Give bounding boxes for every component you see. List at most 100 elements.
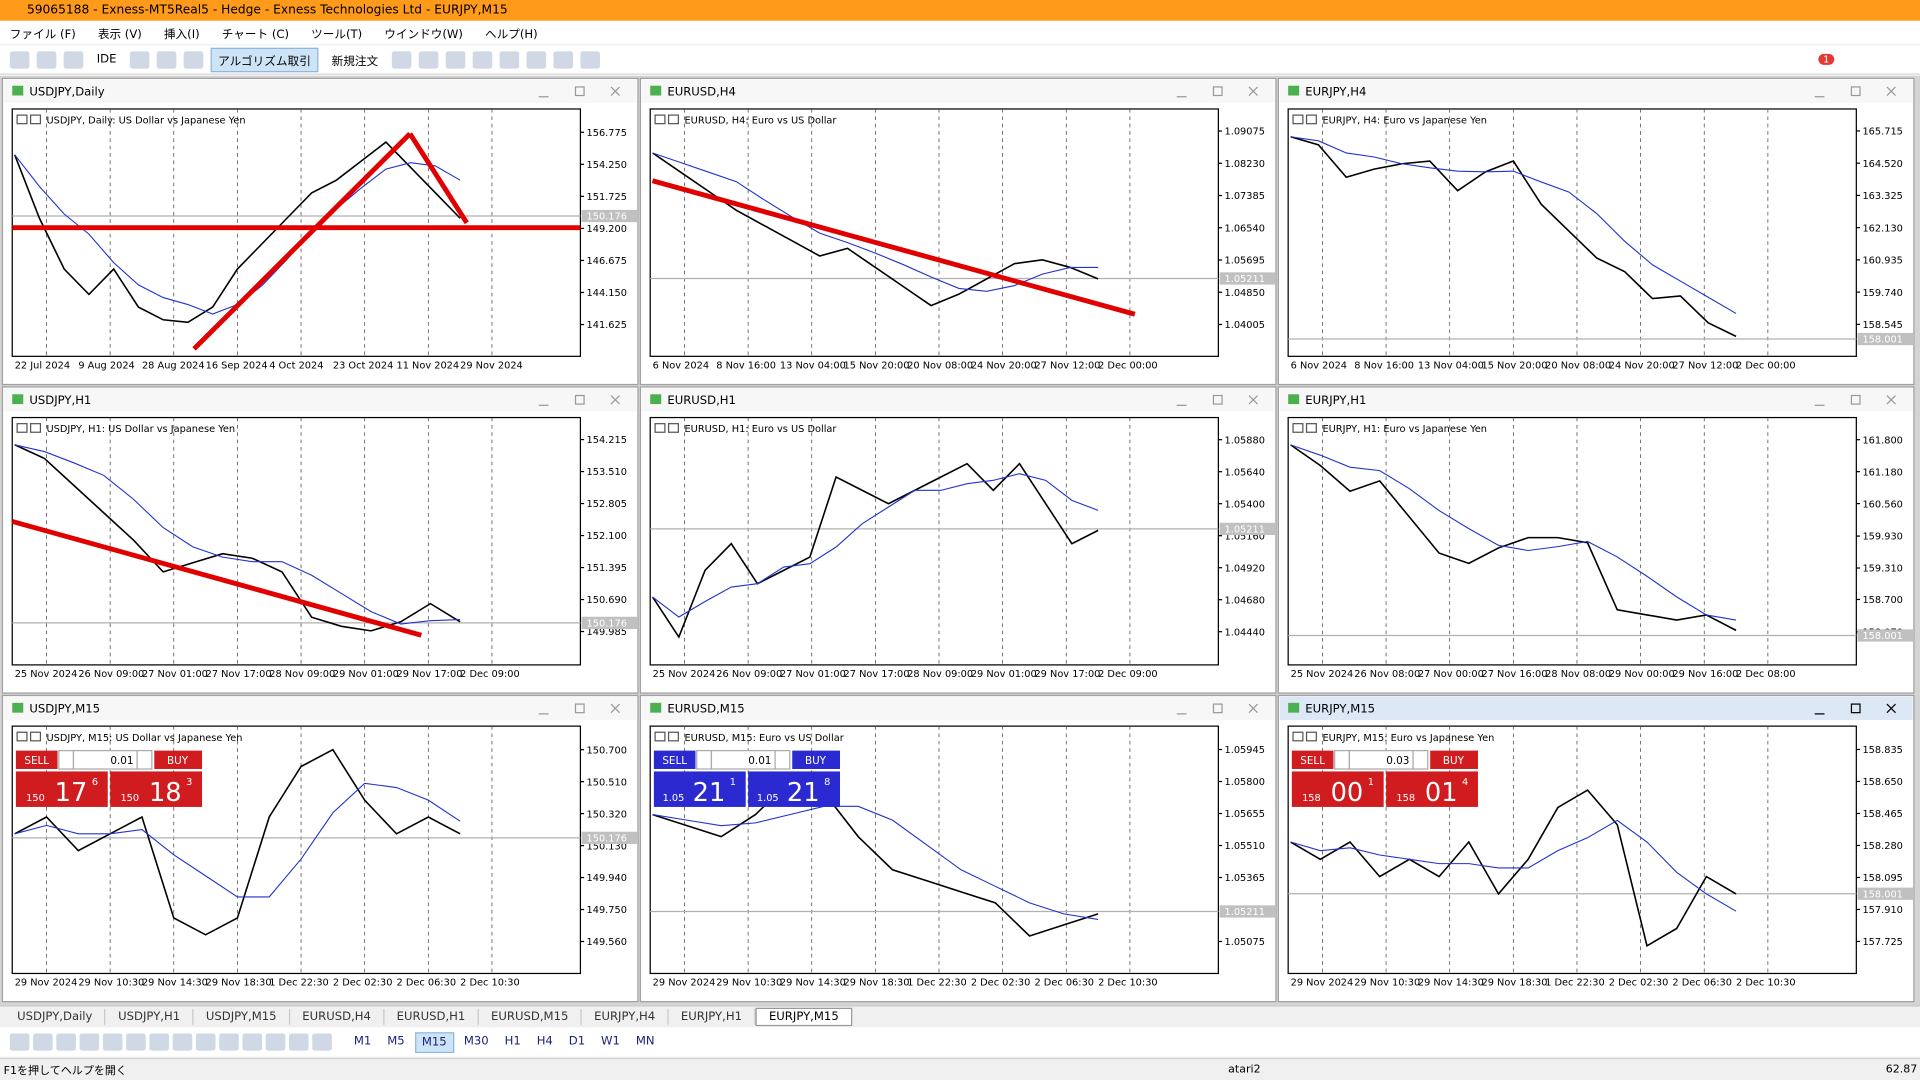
chart-tab[interactable]: USDJPY,H1 bbox=[106, 1008, 194, 1025]
bid-box[interactable] bbox=[653, 771, 746, 807]
new-order-button[interactable]: 新規注文 bbox=[331, 54, 379, 68]
lot-down[interactable] bbox=[696, 750, 713, 770]
buy-button[interactable] bbox=[792, 750, 841, 769]
maximize-button[interactable] bbox=[574, 86, 585, 97]
ask-box[interactable] bbox=[1386, 771, 1478, 807]
timeframe-button[interactable]: W1 bbox=[601, 1034, 620, 1048]
bid-box[interactable] bbox=[1291, 771, 1384, 807]
tool-icon[interactable] bbox=[312, 1033, 332, 1051]
menu-item[interactable]: ファイル (F) bbox=[9, 27, 76, 42]
tool-icon[interactable] bbox=[33, 1033, 53, 1051]
close-button[interactable] bbox=[1886, 86, 1896, 96]
buy-button[interactable] bbox=[154, 750, 203, 769]
tool-icon[interactable] bbox=[553, 50, 573, 68]
menu-item[interactable]: チャート (C) bbox=[221, 27, 290, 42]
lot-up[interactable] bbox=[774, 750, 791, 770]
timeframe-button[interactable]: H4 bbox=[536, 1034, 553, 1048]
tool-icon[interactable] bbox=[9, 50, 30, 68]
menu-item[interactable]: 表示 (V) bbox=[97, 27, 142, 42]
tool-icon[interactable] bbox=[183, 50, 204, 68]
menu-item[interactable]: ウインドウ(W) bbox=[384, 27, 463, 42]
tool-icon[interactable] bbox=[288, 1033, 309, 1051]
chart-tab[interactable]: EURJPY,H4 bbox=[582, 1008, 669, 1025]
close-button[interactable] bbox=[1886, 703, 1896, 714]
close-button[interactable] bbox=[610, 86, 621, 96]
tool-icon[interactable] bbox=[499, 50, 520, 68]
timeframe-button[interactable]: M5 bbox=[387, 1034, 405, 1048]
chart-tab[interactable]: EURUSD,H1 bbox=[384, 1008, 479, 1025]
ask-box[interactable] bbox=[748, 771, 841, 807]
chart-tab[interactable]: EURUSD,H4 bbox=[290, 1008, 385, 1025]
close-button[interactable] bbox=[1248, 703, 1258, 714]
close-button[interactable] bbox=[610, 395, 621, 405]
close-button[interactable] bbox=[1886, 395, 1896, 405]
menu-item[interactable]: 挿入(I) bbox=[163, 27, 200, 42]
tool-icon[interactable] bbox=[126, 1033, 146, 1051]
menu-item[interactable]: ヘルプ(H) bbox=[484, 27, 538, 42]
lot-down[interactable] bbox=[1334, 750, 1351, 770]
ide-button[interactable]: IDE bbox=[96, 52, 117, 67]
sell-button[interactable] bbox=[15, 750, 58, 769]
close-button[interactable] bbox=[1248, 86, 1258, 96]
buy-button[interactable] bbox=[1430, 750, 1478, 769]
close-button[interactable] bbox=[610, 703, 621, 714]
maximize-button[interactable] bbox=[1212, 394, 1223, 405]
timeframe-button[interactable]: M15 bbox=[414, 1031, 455, 1053]
timeframe-button[interactable]: D1 bbox=[568, 1034, 586, 1048]
tool-icon[interactable] bbox=[265, 1033, 286, 1051]
tool-icon[interactable] bbox=[219, 1033, 239, 1051]
tool-icon[interactable] bbox=[418, 50, 439, 68]
lot-up[interactable] bbox=[136, 750, 153, 770]
tool-icon[interactable] bbox=[445, 50, 466, 68]
tool-icon[interactable] bbox=[79, 1033, 100, 1051]
chart-tab[interactable]: EURJPY,M15 bbox=[755, 1007, 853, 1026]
chart-tab[interactable]: USDJPY,Daily bbox=[5, 1008, 106, 1025]
tool-icon[interactable] bbox=[172, 1033, 193, 1051]
tool-icon[interactable] bbox=[102, 1033, 123, 1051]
tool-icon[interactable] bbox=[391, 50, 412, 68]
maximize-button[interactable] bbox=[1212, 703, 1223, 714]
lot-up[interactable] bbox=[1412, 750, 1429, 770]
tool-icon[interactable] bbox=[36, 50, 57, 68]
chart-tab[interactable]: USDJPY,M15 bbox=[194, 1008, 291, 1025]
tool-icon[interactable] bbox=[9, 1033, 30, 1051]
chart-window[interactable]: USDJPY,Daily 22 Jul 2024 9 Aug 2024 28 Aug … bbox=[1, 77, 639, 386]
tool-icon[interactable] bbox=[149, 1033, 169, 1051]
tool-icon[interactable] bbox=[580, 50, 600, 68]
ask-box[interactable] bbox=[110, 771, 203, 807]
menu-item[interactable]: ツール(T) bbox=[311, 27, 363, 42]
tool-icon[interactable] bbox=[472, 50, 493, 68]
tool-icon[interactable] bbox=[56, 1033, 76, 1051]
chart-tab[interactable]: EURUSD,M15 bbox=[479, 1008, 582, 1025]
tool-icon[interactable] bbox=[526, 50, 546, 68]
timeframe-button[interactable]: M1 bbox=[353, 1034, 372, 1048]
sell-button[interactable] bbox=[653, 750, 696, 769]
timeframe-button[interactable]: H1 bbox=[504, 1034, 521, 1048]
maximize-button[interactable] bbox=[574, 394, 585, 405]
algo-trading-button[interactable]: アルゴリズム取引 bbox=[210, 47, 319, 72]
tool-icon[interactable] bbox=[129, 50, 150, 68]
bid-box[interactable] bbox=[15, 771, 108, 807]
maximize-button[interactable] bbox=[1850, 86, 1861, 97]
tool-icon[interactable] bbox=[156, 50, 177, 68]
maximize-button[interactable] bbox=[1850, 703, 1861, 714]
tool-icon[interactable] bbox=[63, 50, 84, 68]
maximize-button[interactable] bbox=[574, 703, 585, 714]
sell-button[interactable] bbox=[1291, 750, 1334, 769]
timeframe-button[interactable]: MN bbox=[635, 1034, 655, 1048]
tool-icon[interactable] bbox=[242, 1033, 263, 1051]
lot-down[interactable] bbox=[58, 750, 75, 770]
chart-tab[interactable]: EURJPY,H1 bbox=[669, 1008, 756, 1025]
maximize-button[interactable] bbox=[1212, 86, 1223, 97]
notification-badge[interactable]: 1 bbox=[1818, 53, 1835, 65]
maximize-button[interactable] bbox=[1850, 394, 1861, 405]
chart-window[interactable]: EURJPY,H4 6 Nov 2024 8 Nov 16:00 13 Nov 04:… bbox=[1277, 77, 1915, 386]
tool-icon[interactable] bbox=[195, 1033, 216, 1051]
timeframe-button[interactable]: M30 bbox=[463, 1034, 489, 1048]
